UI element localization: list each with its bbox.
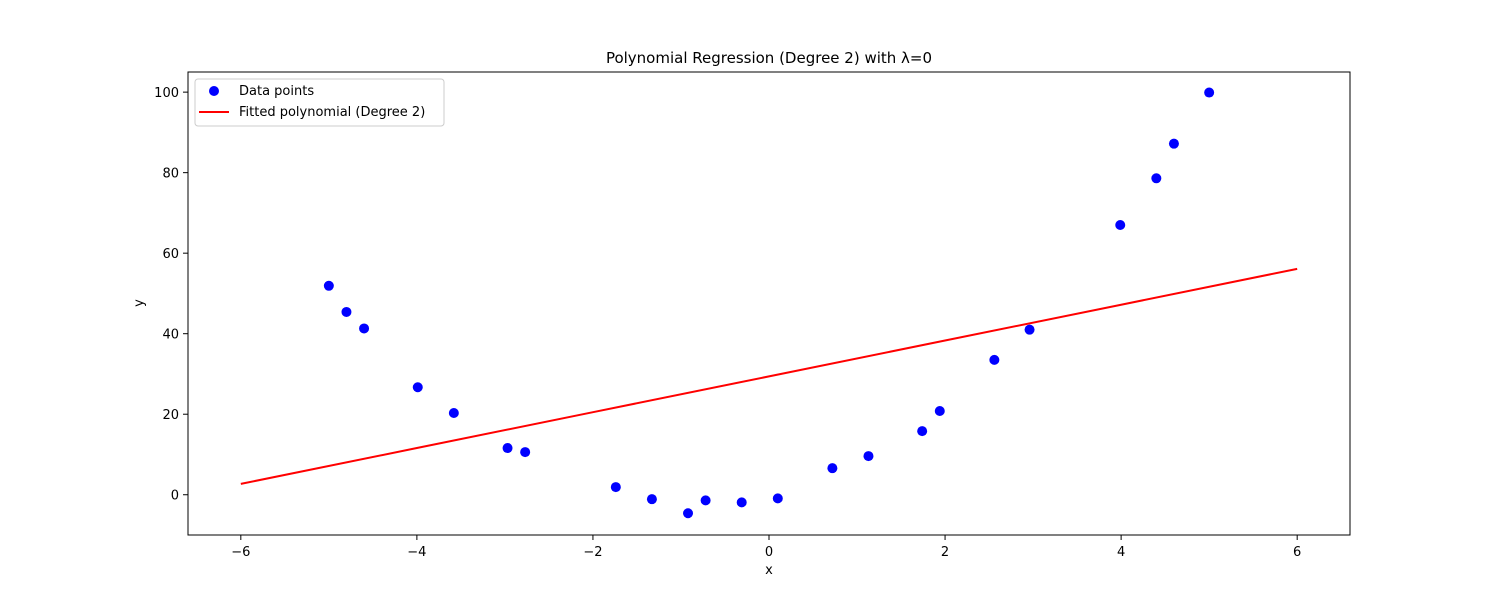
legend-label-data-points: Data points [239,84,314,99]
x-tick-label: 4 [1117,545,1125,560]
legend: Data points Fitted polynomial (Degree 2) [194,78,445,127]
data-point [323,280,334,291]
data-point [1024,324,1035,335]
y-tick-label: 60 [162,247,179,262]
data-point [917,426,928,437]
data-point [1168,138,1179,149]
data-point [700,495,711,506]
x-tick-label: 0 [765,545,773,560]
x-tick-label: 2 [941,545,949,560]
data-point [736,497,747,508]
y-tick-label: 40 [162,328,179,343]
data-point [1151,173,1162,184]
data-point [989,354,1000,365]
x-axis-label: x [765,563,773,578]
data-point [359,323,370,334]
data-point [502,443,513,454]
y-axis-label: y [132,299,147,307]
data-point [827,463,838,474]
data-point [610,482,621,493]
data-point [683,508,694,519]
data-point [341,306,352,317]
plot-area [240,87,1298,519]
data-point [1115,219,1126,230]
x-tick-label: −6 [231,545,250,560]
y-axis: 0 20 40 60 80 100 [154,86,188,504]
y-tick-label: 0 [171,489,179,504]
x-tick-label: 6 [1293,545,1301,560]
data-point [772,493,783,504]
data-point [863,451,874,462]
x-tick-label: −2 [583,545,602,560]
y-tick-label: 20 [162,408,179,423]
fitted-polynomial-line [240,267,1298,485]
data-point [520,447,531,458]
data-point [412,382,423,393]
legend-marker-data-points [209,86,219,96]
x-axis: −6 −4 −2 0 2 4 6 [231,535,1301,560]
x-tick-label: −4 [407,545,426,560]
y-tick-label: 100 [154,86,179,101]
data-point [1204,87,1215,98]
data-point [646,494,657,505]
data-point [934,405,945,416]
legend-box [194,78,445,127]
chart-title: Polynomial Regression (Degree 2) with λ=… [606,49,932,67]
data-point [448,408,459,419]
y-tick-label: 80 [162,167,179,182]
legend-label-fitted-polynomial: Fitted polynomial (Degree 2) [239,105,425,120]
